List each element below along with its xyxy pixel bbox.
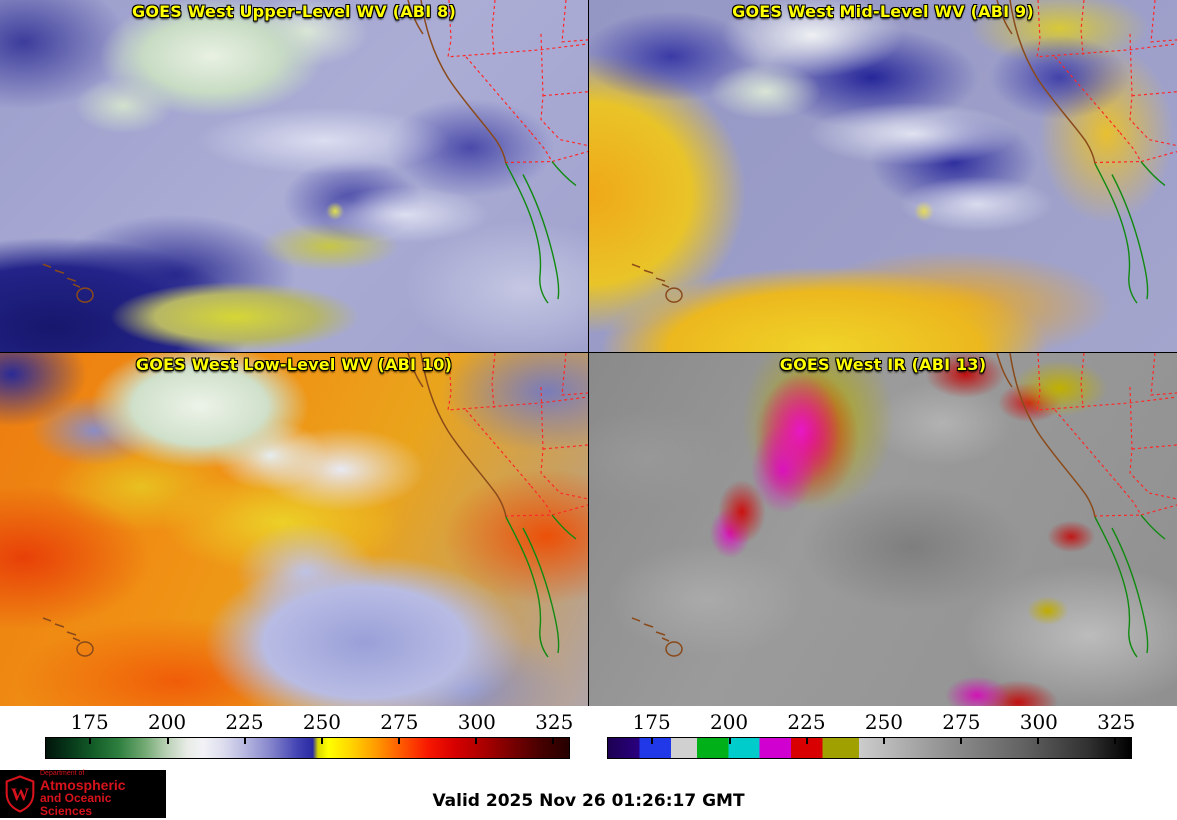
valid-time-label: Valid 2025 Nov 26 01:26:17 GMT <box>432 791 745 811</box>
panel-title-abi10: GOES West Low-Level WV (ABI 10) <box>135 355 453 374</box>
crest-letter: W <box>11 785 30 805</box>
map-overlay <box>631 0 1177 304</box>
map-overlay <box>42 353 588 658</box>
wv-colorbar-ticks: 175 200 225 250 275 300 325 <box>45 710 574 737</box>
tick-mark <box>475 738 478 744</box>
panel-title-abi13: GOES West IR (ABI 13) <box>779 355 987 374</box>
ir-colorbar: 175 200 225 250 275 300 325 <box>607 710 1136 768</box>
tick-label: 250 <box>864 710 904 734</box>
logo-dept-oceanic: and Oceanic Sciences <box>40 791 112 819</box>
tick-label: 250 <box>302 710 342 734</box>
tick-mark <box>552 738 555 744</box>
panel-low-level-wv: GOES West Low-Level WV (ABI 10) <box>0 353 588 706</box>
uw-aos-logo: W Department of Atmospheric and Oceanic … <box>0 770 166 818</box>
tick-label: 225 <box>225 710 264 734</box>
panel-ir: GOES West IR (ABI 13) <box>589 353 1177 706</box>
tick-label: 200 <box>709 710 749 734</box>
tick-label: 275 <box>942 710 981 734</box>
ir-colorbar-ticks: 175 200 225 250 275 300 325 <box>607 710 1136 737</box>
tick-mark <box>805 738 808 744</box>
colorbar-row: 175 200 225 250 275 300 325 175 200 225 … <box>0 706 1177 768</box>
logo-dept-of: Department of <box>40 770 85 778</box>
map-overlay <box>631 353 1177 658</box>
satellite-quad-display: GOES West Upper-Level WV (ABI 8) GOES We… <box>0 0 1177 706</box>
tick-mark <box>320 738 323 744</box>
tick-mark <box>398 738 401 744</box>
tick-mark <box>1037 738 1040 744</box>
ir-colorbar-gradient <box>607 737 1132 759</box>
tick-mark <box>882 738 885 744</box>
tick-label: 325 <box>535 710 574 734</box>
tick-label: 300 <box>457 710 496 734</box>
panel-mid-level-wv: GOES West Mid-Level WV (ABI 9) <box>589 0 1177 352</box>
tick-label: 175 <box>632 710 671 734</box>
tick-label: 300 <box>1019 710 1058 734</box>
tick-mark <box>728 738 731 744</box>
tick-mark <box>960 738 963 744</box>
map-overlay <box>42 0 588 304</box>
tick-label: 225 <box>787 710 826 734</box>
panel-upper-level-wv: GOES West Upper-Level WV (ABI 8) <box>0 0 588 352</box>
tick-mark <box>1114 738 1117 744</box>
tick-label: 200 <box>147 710 187 734</box>
tick-label: 325 <box>1097 710 1136 734</box>
uw-crest-icon: W <box>5 775 35 813</box>
wv-colorbar-gradient <box>45 737 570 759</box>
logo-dept-atmospheric: Atmospheric <box>40 776 126 793</box>
logo-text: Department of Atmospheric and Oceanic Sc… <box>40 770 161 817</box>
tick-mark <box>166 738 169 744</box>
panel-title-abi9: GOES West Mid-Level WV (ABI 9) <box>732 2 1034 21</box>
tick-mark <box>651 738 654 744</box>
tick-label: 275 <box>380 710 419 734</box>
panel-title-abi8: GOES West Upper-Level WV (ABI 8) <box>132 2 456 21</box>
tick-label: 175 <box>70 710 109 734</box>
tick-mark <box>89 738 92 744</box>
tick-mark <box>243 738 246 744</box>
footer: W Department of Atmospheric and Oceanic … <box>0 768 1177 820</box>
wv-colorbar: 175 200 225 250 275 300 325 <box>45 710 574 768</box>
